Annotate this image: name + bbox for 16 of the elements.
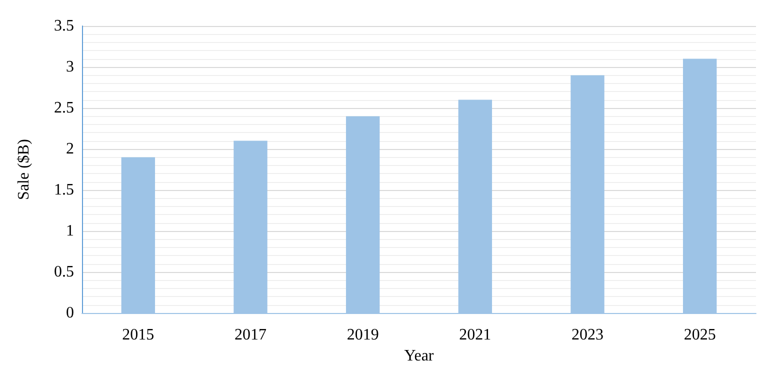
x-tick-label: 2025 [684,326,716,344]
y-axis-title: Sale ($B) [16,139,32,200]
x-tick-label: 2023 [572,326,604,344]
x-tick-label: 2021 [459,326,492,344]
y-tick-label: 0.5 [54,264,74,280]
x-tick-label: 2015 [122,326,154,344]
y-tick-label: 1.5 [54,182,74,198]
x-tick-label: 2019 [346,326,379,344]
y-tick-label: 2.5 [54,100,74,116]
y-tick-label: 0 [66,304,74,322]
x-axis-title: Year [404,347,434,364]
y-tick-label: 2 [66,140,74,158]
y-tick-label: 3 [66,58,74,76]
x-tick-label: 2017 [234,326,266,344]
y-tick-label: 3.5 [54,18,74,34]
y-tick-label: 1 [66,222,74,240]
